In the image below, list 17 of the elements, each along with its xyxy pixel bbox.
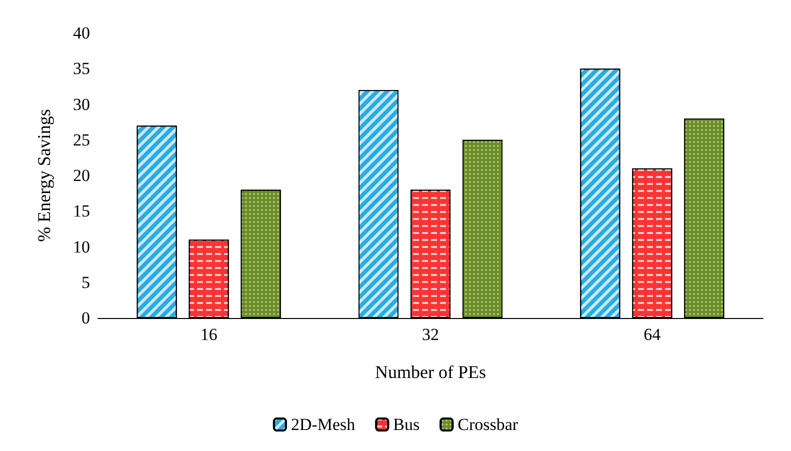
x-tick-label: 32 xyxy=(422,325,439,344)
legend-label: Crossbar xyxy=(458,415,518,434)
y-tick-label: 15 xyxy=(73,202,90,221)
x-tick-label: 16 xyxy=(200,325,218,344)
y-tick-label: 25 xyxy=(73,130,90,150)
x-tick-label: 64 xyxy=(644,325,662,344)
legend-label: 2D-Mesh xyxy=(290,415,356,434)
x-axis-title: Number of PEs xyxy=(375,362,486,382)
y-tick-label: 5 xyxy=(82,272,90,292)
y-tick-label: 0 xyxy=(82,308,90,328)
y-axis-title: % Energy Savings xyxy=(34,109,54,242)
y-tick-label: 35 xyxy=(73,59,90,78)
y-tick-label: 20 xyxy=(73,166,90,185)
y-tick-label: 10 xyxy=(73,237,90,256)
legend-label: Bus xyxy=(393,415,420,434)
y-tick-label: 40 xyxy=(73,24,90,42)
y-tick-label: 30 xyxy=(73,94,90,114)
